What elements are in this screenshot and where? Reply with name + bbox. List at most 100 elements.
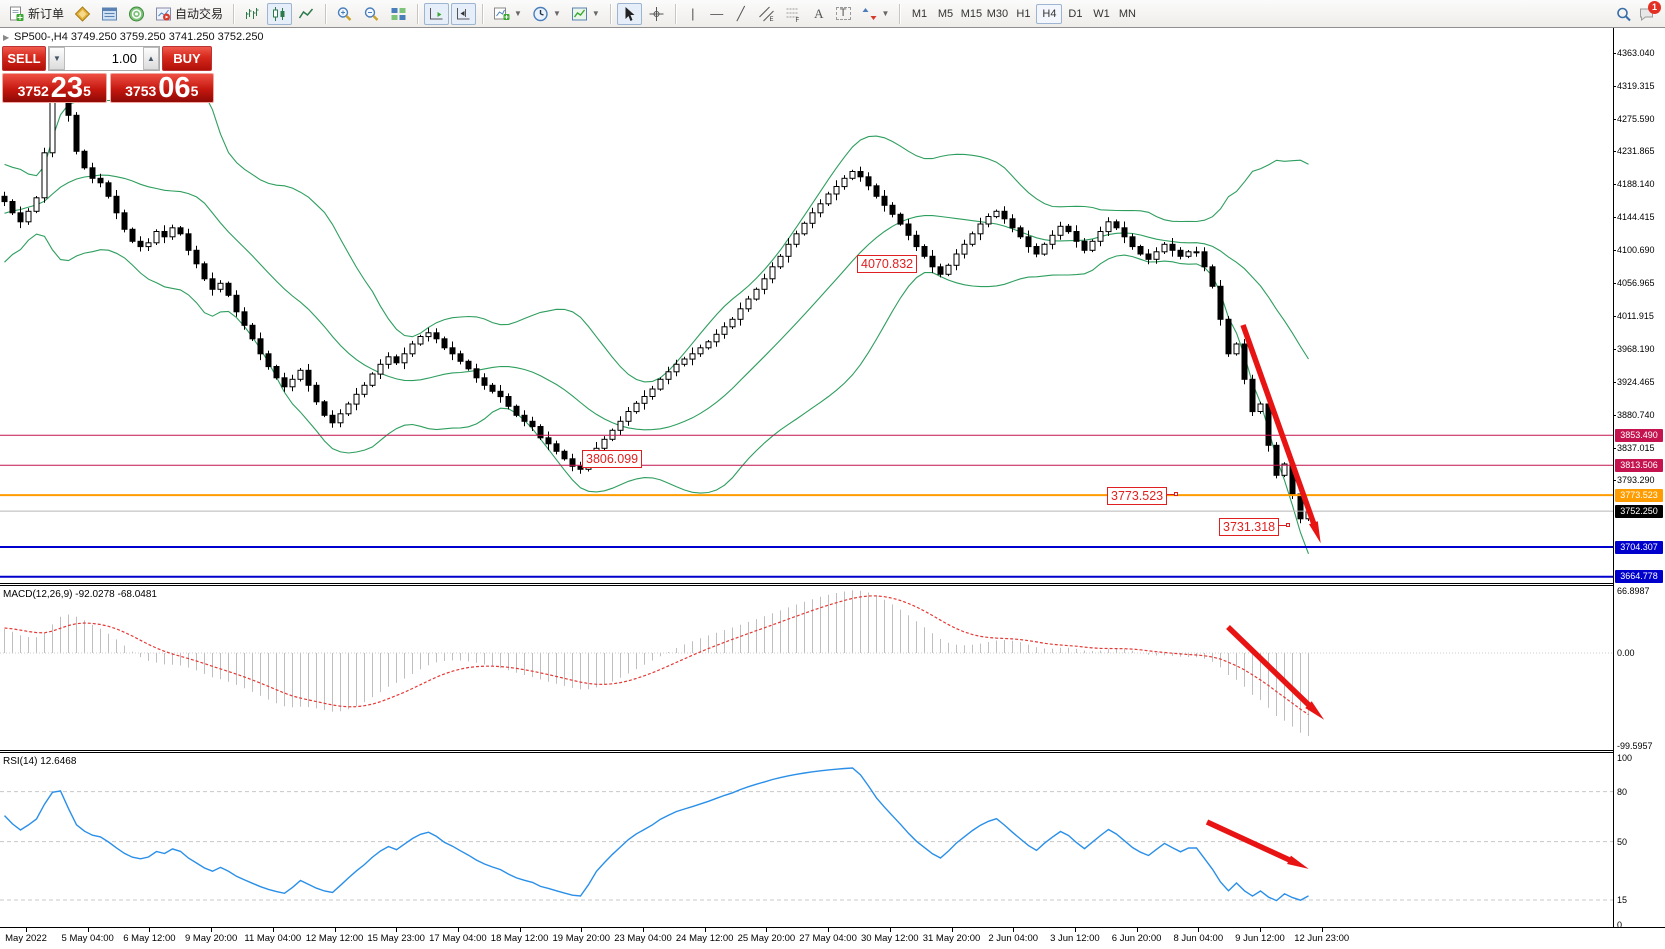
price-tick: 4319.315 [1613, 80, 1655, 91]
search-icon[interactable] [1615, 6, 1632, 22]
tile-windows-button[interactable] [386, 3, 411, 25]
timeframe-M5[interactable]: M5 [937, 7, 954, 20]
time-tick [1321, 928, 1323, 932]
candlestick-plot [0, 77, 1613, 578]
vertical-line-tool[interactable]: | [682, 3, 704, 25]
text-tool[interactable]: A [808, 3, 830, 25]
volume-input[interactable] [65, 47, 143, 70]
annotation-connector [1279, 525, 1287, 526]
time-label: 27 May 04:00 [799, 933, 857, 944]
buy-button[interactable]: BUY [162, 46, 212, 71]
time-tick [87, 928, 89, 932]
annotation-anchor [1174, 492, 1179, 496]
macd-axis-tick: -99.5957 [1617, 740, 1653, 751]
data-window-button[interactable] [124, 3, 149, 25]
chart-line-button[interactable] [294, 3, 319, 25]
text-tool-icon: A [814, 6, 824, 21]
profiles-icon [74, 5, 91, 22]
toolbar-separator [325, 3, 327, 24]
templates-button[interactable]: ▼ [567, 3, 604, 25]
price-tick: 3968.190 [1613, 344, 1655, 355]
timeframe-H1[interactable]: H1 [1016, 7, 1031, 20]
auto-scroll-icon [430, 7, 443, 19]
indicators-button[interactable]: ▼ [489, 3, 526, 25]
sell-button[interactable]: SELL [2, 46, 46, 71]
panel-separator[interactable] [0, 583, 1665, 586]
time-tick [643, 928, 644, 932]
time-tick [581, 928, 583, 932]
buy-price-display[interactable]: 3753 06 5 [109, 73, 214, 103]
timeframe-MN[interactable]: MN [1118, 7, 1136, 20]
time-tick [1136, 928, 1138, 932]
notification-badge: 1 [1648, 0, 1661, 14]
periods-icon [533, 6, 548, 21]
macd-panel[interactable] [0, 586, 1613, 750]
timeframe-M15[interactable]: M15 [960, 7, 983, 20]
market-watch-button[interactable] [97, 3, 122, 25]
price-annotation[interactable]: 3731.318 [1219, 518, 1291, 536]
periods-button[interactable]: ▼ [528, 3, 565, 25]
time-label: 2 Jun 04:00 [988, 933, 1039, 944]
trendline-tool[interactable]: ╱ [730, 3, 752, 25]
price-annotation[interactable]: 3806.099 [582, 450, 643, 468]
time-tick [457, 928, 459, 932]
time-tick [519, 928, 521, 932]
chart-shift-button[interactable] [451, 2, 477, 25]
timeframe-D1[interactable]: D1 [1068, 7, 1083, 20]
equidistant-channel-tool[interactable]: E [754, 3, 779, 25]
cursor-icon [625, 6, 635, 21]
toolbar-separator [674, 3, 676, 24]
rsi-panel[interactable] [0, 753, 1613, 927]
timeframe-H4[interactable]: H4 [1036, 3, 1063, 24]
indicators-icon [494, 7, 510, 20]
toolbar-separator [609, 3, 611, 24]
new-order-label: 新订单 [28, 7, 65, 21]
volume-decrease-button[interactable]: ▼ [49, 47, 65, 70]
annotation-connector [1167, 494, 1175, 495]
auto-trading-button[interactable]: 自动交易 [151, 3, 227, 25]
toolbar: 新订单 自动交易 [0, 0, 1665, 28]
auto-scroll-button[interactable] [424, 2, 450, 25]
time-label: 18 May 12:00 [490, 933, 549, 944]
chart-bars-button[interactable] [240, 3, 265, 25]
chart-bars-icon [246, 7, 259, 19]
sell-price-display[interactable]: 3752 23 5 [2, 73, 107, 103]
timeframe-M30[interactable]: M30 [986, 7, 1009, 20]
price-tick: 4231.865 [1613, 146, 1655, 157]
time-tick [211, 928, 213, 932]
price-badge: 3704.307 [1615, 540, 1663, 554]
fibonacci-tool[interactable]: F [781, 3, 806, 25]
cursor-tool-button[interactable] [616, 2, 642, 25]
volume-increase-button[interactable]: ▲ [143, 47, 159, 70]
rsi-plot [0, 767, 1613, 902]
time-label: 15 May 23:00 [367, 933, 425, 944]
timeframe-W1[interactable]: W1 [1093, 7, 1110, 20]
time-label: 23 May 04:00 [614, 933, 672, 944]
price-axis[interactable] [1613, 28, 1665, 927]
profiles-button[interactable] [70, 3, 95, 25]
time-axis[interactable]: May 2022 5 May 04:00 6 May 12:00 9 May 20:0… [0, 927, 1665, 949]
crosshair-tool-button[interactable] [644, 3, 669, 25]
text-label-tool[interactable]: T [832, 3, 855, 25]
main-chart-area[interactable] [0, 28, 1613, 583]
crosshair-icon [649, 6, 664, 21]
time-label: 6 Jun 20:00 [1111, 933, 1162, 944]
notifications-button[interactable]: 1 [1638, 0, 1661, 22]
one-click-collapse-icon[interactable]: ▶ [3, 33, 10, 42]
volume-stepper: ▼ ▲ [48, 46, 160, 71]
arrows-tool[interactable]: ▼ [857, 3, 894, 25]
vertical-line-icon: | [691, 6, 695, 21]
zoom-in-button[interactable] [332, 3, 357, 25]
price-annotation[interactable]: 3773.523 [1107, 487, 1179, 505]
chart-candles-button[interactable] [267, 2, 293, 25]
zoom-out-button[interactable] [359, 3, 384, 25]
label-tool-icon: T [835, 7, 851, 20]
new-order-button[interactable]: 新订单 [4, 3, 68, 25]
price-annotation[interactable]: 4070.832 [857, 255, 918, 273]
horizontal-line-tool[interactable]: — [706, 3, 728, 25]
timeframe-M1[interactable]: M1 [911, 7, 928, 20]
panel-separator[interactable] [0, 750, 1665, 753]
time-tick [1074, 928, 1076, 932]
price-tick: 4056.965 [1613, 277, 1655, 288]
